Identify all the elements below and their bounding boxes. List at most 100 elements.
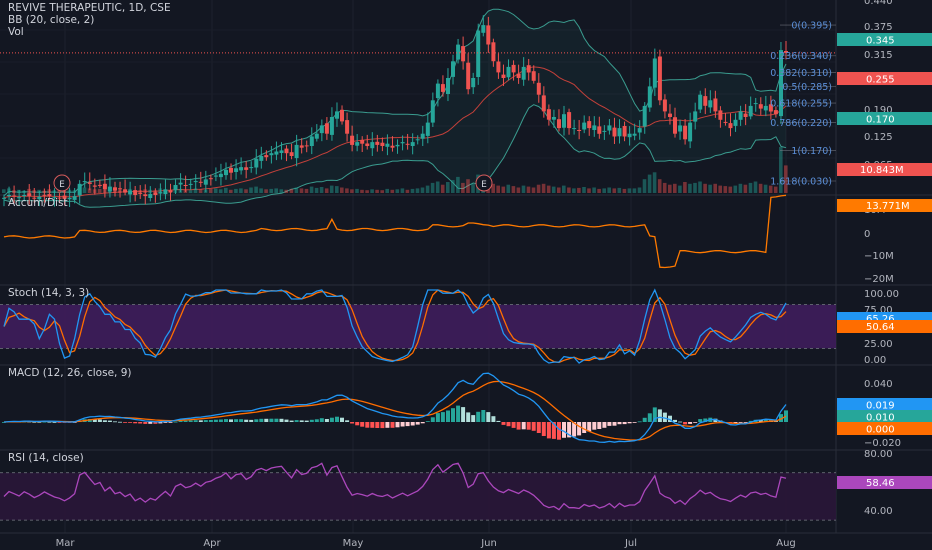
macd-histogram-bar xyxy=(673,419,677,422)
bb-legend[interactable]: BB (20, close, 2) xyxy=(8,14,95,26)
macd-histogram-bar xyxy=(32,421,37,423)
macd-histogram-bar xyxy=(148,422,153,424)
volume-bar xyxy=(365,190,369,193)
volume-bar xyxy=(582,187,586,193)
candle-body xyxy=(153,192,158,195)
volume-bar xyxy=(617,187,622,193)
volume-bar xyxy=(279,189,284,193)
price-tick-label: 0.375 xyxy=(864,22,893,33)
candle-body xyxy=(647,86,652,108)
candle-body xyxy=(456,44,461,60)
rsi-tag-box xyxy=(837,476,932,489)
fib-level-label: 1.618(0.030) xyxy=(770,177,832,188)
candle-body xyxy=(218,173,223,178)
macd-histogram-bar xyxy=(496,420,501,422)
stoch-tick-label: 0.00 xyxy=(864,355,886,366)
volume-bar xyxy=(657,179,662,193)
price-tick-label: 0.440 xyxy=(864,0,893,7)
macd-histogram-bar xyxy=(425,421,430,422)
volume-bar xyxy=(244,189,248,193)
candle-body xyxy=(309,136,314,146)
volume-bar xyxy=(324,188,329,193)
candle-body xyxy=(395,144,400,147)
volume-bar xyxy=(451,180,455,193)
candle-body xyxy=(198,181,203,183)
symbol-title[interactable]: REVIVE THERAPEUTIC, 1D, CSE xyxy=(8,2,171,14)
price-tick-label: 0.315 xyxy=(864,50,893,61)
macd-tick-label: −0.020 xyxy=(864,438,901,449)
candle-body xyxy=(319,125,324,134)
stoch-legend[interactable]: Stoch (14, 3, 3) xyxy=(8,287,90,299)
macd-histogram-bar xyxy=(113,421,117,423)
volume-bar xyxy=(360,189,364,193)
fib-level-label: 0.236(0.340) xyxy=(770,51,832,62)
candle-body xyxy=(133,190,138,195)
volume-bar xyxy=(673,183,677,193)
macd-histogram-bar xyxy=(400,422,405,427)
macd-signal-line xyxy=(3,380,787,441)
volume-bar xyxy=(496,185,500,193)
candle-body xyxy=(531,71,536,81)
vol-legend[interactable]: Vol xyxy=(8,26,24,38)
candle-body xyxy=(118,188,122,190)
volume-bar xyxy=(385,188,389,193)
candle-body xyxy=(22,195,27,197)
earnings-marker-label: E xyxy=(59,180,65,190)
grid-lines xyxy=(0,0,932,534)
candle-body xyxy=(637,128,642,133)
candle-body xyxy=(244,167,249,170)
volume-bar xyxy=(637,187,642,193)
macd-histogram-bar xyxy=(97,419,102,422)
time-tick-label: Apr xyxy=(203,538,221,549)
macd-histogram-bar xyxy=(557,422,561,440)
volume-bar xyxy=(491,183,495,193)
volume-bar xyxy=(249,187,253,193)
candle-body xyxy=(768,104,773,112)
volume-bar xyxy=(718,185,722,193)
candle-body xyxy=(652,58,657,88)
candle-body xyxy=(466,62,471,90)
volume-bar xyxy=(708,184,712,193)
macd-histogram-bar xyxy=(430,417,435,422)
candle-body xyxy=(713,98,718,112)
candle-body xyxy=(148,193,153,198)
macd-histogram-bar xyxy=(390,422,395,428)
candle-body xyxy=(511,64,516,73)
macd-histogram-bar xyxy=(92,419,97,422)
candle-body xyxy=(340,109,344,122)
rsi-line xyxy=(3,462,787,511)
candle-body xyxy=(501,74,506,78)
macd-histogram-bar xyxy=(779,414,783,422)
macd-histogram-bar xyxy=(506,422,511,427)
volume-bar xyxy=(506,184,511,193)
macd-histogram-bar xyxy=(627,422,632,424)
rsi-legend[interactable]: RSI (14, close) xyxy=(8,452,84,464)
candle-body xyxy=(123,189,128,193)
macd-legend[interactable]: MACD (12, 26, close, 9) xyxy=(8,367,132,379)
candle-body xyxy=(274,151,279,155)
candle-body xyxy=(400,142,405,144)
macd-histogram-bar xyxy=(577,422,582,436)
candle-body xyxy=(471,78,476,88)
rsi-tick-label: 40.00 xyxy=(864,506,893,517)
accum-dist-line xyxy=(3,194,787,269)
ad-legend[interactable]: Accum/Dist xyxy=(8,197,68,209)
macd-histogram-bar xyxy=(234,419,239,422)
macd-histogram-bar xyxy=(551,422,556,439)
macd-histogram-bar xyxy=(451,408,455,422)
candle-body xyxy=(365,143,370,146)
candle-body xyxy=(259,156,264,161)
macd-tag-label: 0.010 xyxy=(866,413,895,424)
volume-bar xyxy=(768,185,773,193)
candle-body xyxy=(592,125,597,130)
candle-body xyxy=(430,100,435,123)
macd-histogram-bar xyxy=(567,422,572,438)
stoch-d-tag-label: 50.64 xyxy=(866,322,895,333)
macd-histogram-bar xyxy=(748,420,753,422)
time-tick-label: Mar xyxy=(56,538,76,549)
candle-body xyxy=(446,78,450,94)
candle-body xyxy=(27,193,32,197)
macd-histogram-bar xyxy=(652,407,657,422)
macd-histogram-bar xyxy=(123,422,128,423)
